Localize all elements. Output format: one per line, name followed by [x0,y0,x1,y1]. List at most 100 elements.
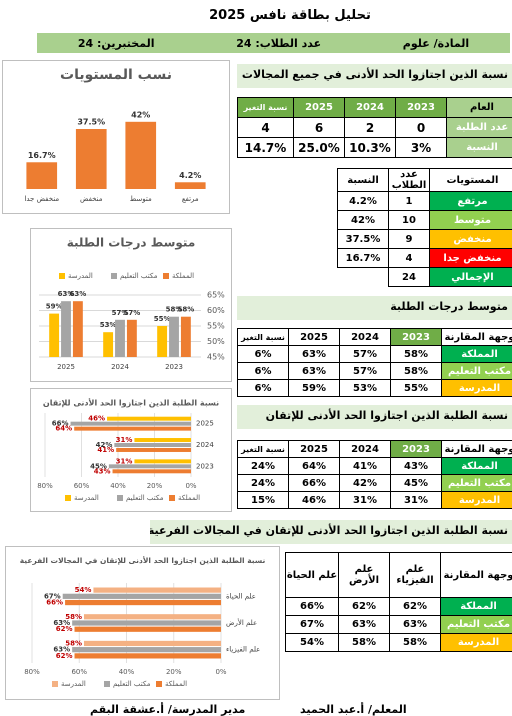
legend-label: المدرسة [61,680,86,688]
value-label: 31% [116,457,133,465]
bar [108,464,191,469]
value-label: 45% [90,462,107,470]
value-label: 58% [166,306,183,314]
header-row: العام 2023 2024 2025 نسبة التغير [237,97,512,118]
value-label: 58% [65,639,82,647]
row-label: المدرسة [441,379,512,397]
section-title: نسبة الطلبة الذين اجتازوا الحد الأدنى لل… [237,405,512,429]
data-table: وجهة المقارنة علم الفيزياء علم الأرض علم ال… [285,552,512,652]
bar [62,593,222,599]
cell: 46% [288,491,340,509]
header-row: المستويات عدد الطلاب النسبة [337,168,512,192]
cell: 25.0% [293,137,345,158]
chart: نسبة الطلبة الذين اجتازوا الحد الأدنى لل… [5,546,280,700]
row-label: عدد الطلبة [446,117,512,138]
value-label: 42% [131,110,150,119]
x-tick-label: منخفض [80,195,103,203]
section-title: نسبة الذين اجتازوا الحد الأدنى في جميع ا… [237,64,512,88]
value-label: 31% [116,436,133,444]
legend-swatch [111,273,117,279]
bar [126,319,137,357]
value-label: 43% [94,467,111,475]
cell: 6 [293,117,345,138]
cell: 63% [288,362,340,380]
table-row: الإجمالي 24 [338,267,512,287]
x-tick-label: 2024 [111,363,129,371]
bar [134,438,191,443]
value-label: 59% [46,303,63,311]
cell: 45% [390,474,442,492]
value-label: 62% [56,652,73,660]
x-tick-label: مرتفع [182,195,199,203]
cell: 10 [388,210,430,230]
cell: 42% [339,474,391,492]
cell: 62% [389,597,441,616]
cell: 2 [344,117,396,138]
bar [72,301,83,357]
bar [72,647,221,653]
legend-swatch [104,681,110,687]
row-label: مكتب التعليم [441,474,512,492]
legend-label: المملكة [178,494,200,502]
bar [74,626,222,632]
table-row: منخفض 9 37.5% [337,229,512,249]
y-tick-label: علم الفيزياء [226,646,260,654]
x-tick-label: 0% [215,668,226,676]
table-row: منخفض جدا 4 16.7% [337,248,512,268]
value-label: 58% [177,306,194,314]
x-tick-label: 40% [119,668,135,676]
cell: 0 [395,117,447,138]
row-label: المملكة [441,345,512,363]
header-cell: 2025 [293,97,345,118]
legend-swatch [52,681,58,687]
y-tick-label: علم الأرض [226,618,257,627]
table-row: المملكة 62% 62% 66% [285,597,512,616]
table-row: المدرسة 55% 53% 59% 6% [237,379,512,397]
bar [115,319,125,357]
chart: نسب المستويات منخفض جدا منخفض متوسط مرتفع 16.… [2,60,230,214]
bar [83,614,221,620]
value-label: 55% [154,315,171,323]
y-tick-label: 50% [207,337,225,346]
data-table: المستويات عدد الطلاب النسبة مرتفع 1 4.2% متوسط… [337,168,512,287]
principal: مدير المدرسة/ أ.عشقة البقم [90,703,246,716]
header-cell: علم الحياة [285,552,339,598]
cell: 24% [237,474,289,492]
y-tick-label: 2024 [196,441,214,449]
header-cell: 2024 [344,97,396,118]
bar [107,416,191,421]
bar [93,587,221,593]
x-tick-label: 60% [71,668,87,676]
cell: 10.3% [344,137,396,158]
bar [169,316,179,357]
value-label: 63% [53,646,70,654]
chart-title: نسبة الطلبة الذين اجتازوا الحد الأدنى لل… [20,556,266,565]
chart: متوسط درجات الطلبة 45% 50% 55% 60% 65% 2025 202… [30,228,232,382]
legend-swatch [59,273,65,279]
value-label: 41% [97,446,114,454]
x-tick-label: 2023 [165,363,183,371]
cell: 58% [338,633,390,652]
header-cell: نسبة التغير [237,328,289,346]
cell: 57% [339,362,391,380]
x-tick-label: 20% [147,482,163,490]
x-tick-label: 2025 [57,363,75,371]
y-tick-label: علم الحياة [226,592,256,600]
value-label: 63% [53,619,70,627]
bar [70,421,191,426]
header-cell: 2025 [288,440,340,458]
bar [112,469,191,474]
bar [103,332,114,357]
header-row: وجهة المقارنة 2023 2024 2025 نسبة التغير [237,328,512,346]
info-bar: المادة/ علوم عدد الطلاب: 24 المختبرين: 2… [37,33,510,53]
table-row: مرتفع 1 4.2% [337,191,512,211]
value-label: 58% [65,613,82,621]
legend-label: مكتب التعليم [120,272,158,280]
header-cell: 2025 [288,328,340,346]
cell: 9 [388,229,430,249]
header-cell: النسبة [337,168,389,192]
cell: 4.2% [337,191,389,211]
cell: 67% [285,615,339,634]
subject: المادة/ علوم [402,36,470,50]
